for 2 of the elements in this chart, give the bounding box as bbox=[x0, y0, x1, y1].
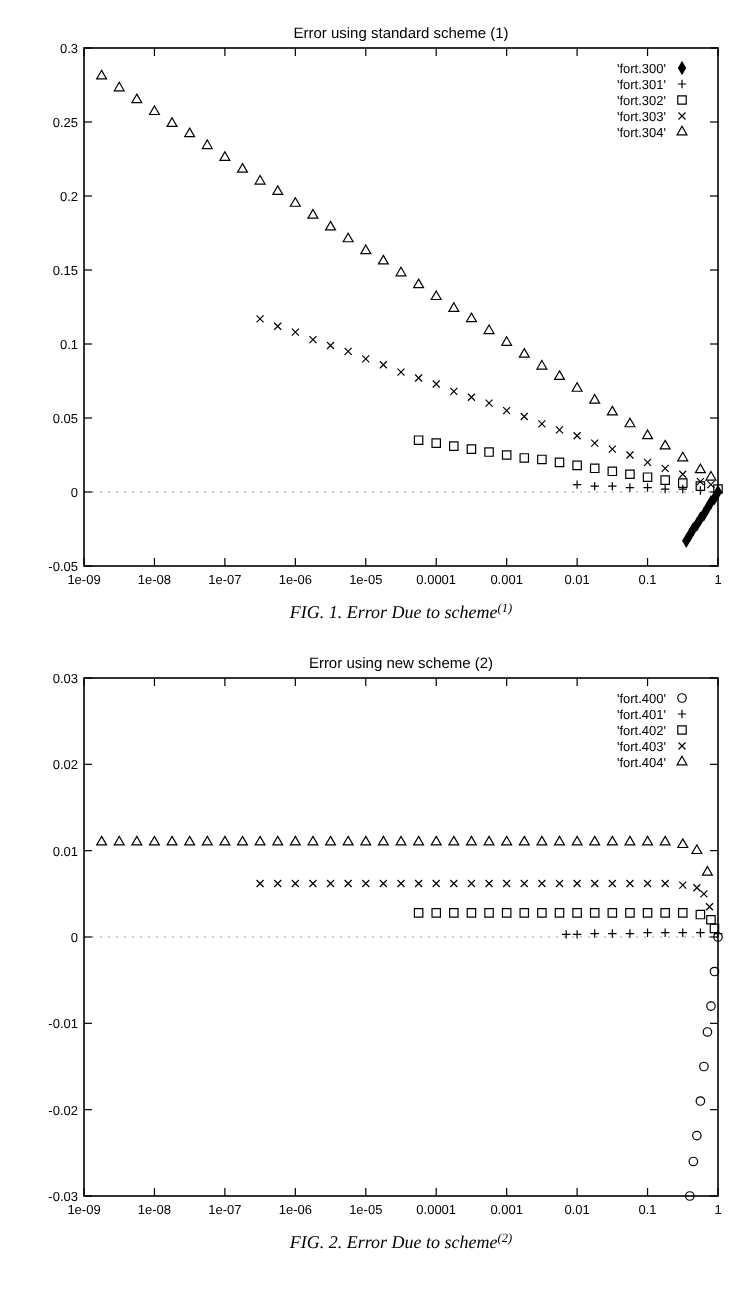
caption: FIG. 2. Error Due to scheme$^{(2)}$ bbox=[287, 1231, 513, 1252]
caption: FIG. 1. Error Due to scheme$^{(1)}$ bbox=[287, 601, 513, 622]
